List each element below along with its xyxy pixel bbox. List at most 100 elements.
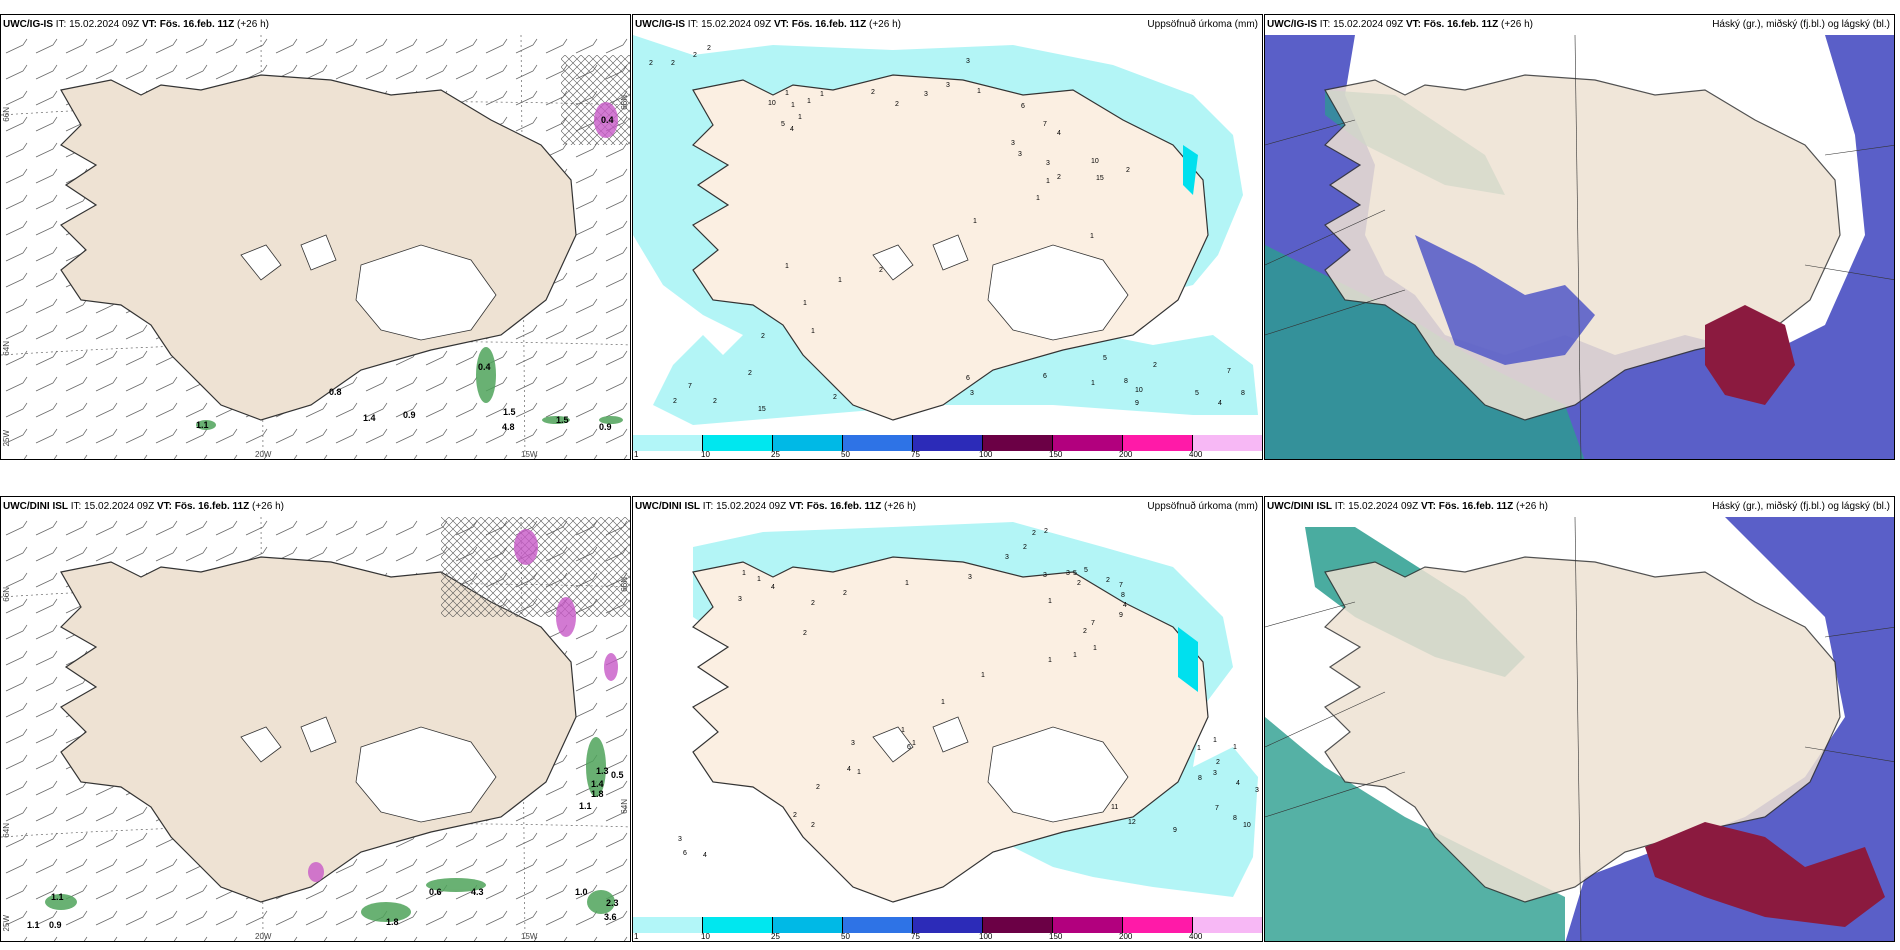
svg-text:1: 1 — [1233, 744, 1237, 751]
svg-text:2: 2 — [649, 60, 653, 67]
svg-text:15: 15 — [1096, 175, 1104, 182]
svg-text:4: 4 — [847, 766, 851, 773]
svg-text:1: 1 — [1048, 598, 1052, 605]
svg-text:2: 2 — [833, 394, 837, 401]
svg-text:4: 4 — [703, 852, 707, 859]
svg-text:1: 1 — [742, 570, 746, 577]
map-panel-clouds-dini: UWC/DINI ISL IT: 15.02.2024 09Z VT: Fös.… — [1264, 496, 1895, 942]
precip-value: 1.0 — [575, 887, 588, 897]
svg-text:8: 8 — [1233, 815, 1237, 822]
precip-map: 2 2 3 2 3 3 2 2 5 5 7 8 4 9 3 1 2 3 1 1 … — [678, 522, 1259, 903]
colorbar-tick: 1 — [634, 932, 639, 941]
colorbar-swatch — [1193, 435, 1262, 451]
colorbar-swatch — [843, 917, 913, 933]
svg-text:6: 6 — [1043, 373, 1047, 380]
colorbar-swatch — [983, 435, 1053, 451]
panel-header: UWC/IG-IS IT: 15.02.2024 09Z VT: Fös. 16… — [1, 15, 630, 35]
colorbar-tick: 400 — [1189, 932, 1203, 941]
colorbar-swatch — [983, 917, 1053, 933]
svg-text:7: 7 — [1043, 121, 1047, 128]
colorbar-tick: 75 — [911, 932, 920, 941]
svg-text:1: 1 — [1090, 233, 1094, 240]
svg-text:1: 1 — [811, 328, 815, 335]
colorbar-swatch — [1123, 917, 1193, 933]
svg-text:1: 1 — [803, 300, 807, 307]
svg-text:1: 1 — [785, 90, 789, 97]
iceland-landmass — [1324, 556, 1841, 903]
graticule — [1265, 517, 1894, 941]
precip-amount-labels: 2 2 3 2 3 3 2 2 5 5 7 8 4 9 3 1 2 3 1 1 … — [678, 528, 1259, 859]
precip-value: 4.3 — [471, 887, 484, 897]
svg-text:2: 2 — [816, 784, 820, 791]
svg-text:1: 1 — [757, 576, 761, 583]
colorbar-swatch — [1053, 917, 1123, 933]
precip-patch — [594, 102, 618, 138]
svg-text:2: 2 — [707, 45, 711, 52]
colorbar-tick: 25 — [771, 450, 780, 459]
svg-text:2: 2 — [1044, 528, 1048, 535]
precip-value: 0.6 — [429, 887, 442, 897]
svg-text:1: 1 — [1091, 380, 1095, 387]
svg-text:4: 4 — [790, 126, 794, 133]
svg-text:3: 3 — [1213, 770, 1217, 777]
svg-text:2: 2 — [1106, 577, 1110, 584]
precip-value: 0.8 — [329, 387, 342, 397]
precip-value: 1.1 — [579, 801, 592, 811]
map-panel-precip-ig-is: UWC/IG-IS IT: 15.02.2024 09Z VT: Fös. 16… — [632, 14, 1263, 460]
panel-header: UWC/DINI ISL IT: 15.02.2024 09Z VT: Fös.… — [633, 497, 1262, 517]
svg-text:2: 2 — [713, 398, 717, 405]
svg-text:3: 3 — [1018, 151, 1022, 158]
svg-text:7: 7 — [688, 383, 692, 390]
colorbar-swatch — [913, 435, 983, 451]
colorbar-tick: 1 — [634, 450, 639, 459]
precip-colorbar: 1 10 25 50 75 100 150 200 400 — [633, 435, 1262, 459]
svg-text:2: 2 — [803, 630, 807, 637]
wind-map: 0.4 1.5 4.8 1.5 0.9 0.9 1.1 1.4 0.4 0.8 — [1, 35, 630, 459]
colorbar-swatch — [773, 435, 843, 451]
colorbar-swatch — [703, 435, 773, 451]
svg-text:2: 2 — [811, 822, 815, 829]
colorbar-tick: 100 — [979, 932, 993, 941]
precip-green-areas — [196, 347, 623, 430]
svg-text:7: 7 — [1119, 582, 1123, 589]
svg-text:3: 3 — [966, 58, 970, 65]
map-panel-precip-dini: UWC/DINI ISL IT: 15.02.2024 09Z VT: Fös.… — [632, 496, 1263, 942]
colorbar-tick: 200 — [1119, 450, 1133, 459]
colorbar-swatch — [633, 435, 703, 451]
lat-label: 64N — [620, 799, 629, 814]
lat-label: 64N — [2, 823, 11, 838]
mid-cloud-area — [1565, 517, 1894, 941]
svg-text:1: 1 — [1048, 657, 1052, 664]
precip-magenta-areas — [308, 529, 618, 882]
svg-text:3: 3 — [1043, 572, 1047, 579]
svg-text:2: 2 — [895, 101, 899, 108]
svg-text:6: 6 — [1021, 103, 1025, 110]
svg-text:8: 8 — [1121, 592, 1125, 599]
svg-text:12: 12 — [1128, 819, 1136, 826]
colorbar-tick: 10 — [701, 450, 710, 459]
high-cloud-area — [1645, 822, 1885, 927]
svg-text:3: 3 — [678, 836, 682, 843]
svg-text:2: 2 — [1126, 167, 1130, 174]
mid-cloud-area — [1415, 235, 1595, 365]
svg-text:3: 3 — [1005, 554, 1009, 561]
panel-header: UWC/IG-IS IT: 15.02.2024 09Z VT: Fös. 16… — [1265, 15, 1894, 35]
precip-value-labels: 0.4 1.5 4.8 1.5 0.9 0.9 1.1 1.4 0.4 0.8 — [196, 115, 614, 432]
colorbar-tick: 50 — [841, 932, 850, 941]
wind-map: 1.3 0.5 1.4 1.8 1.1 1.1 1.1 0.9 0.6 4.3 … — [1, 517, 630, 941]
cloud-map — [1265, 517, 1894, 941]
svg-text:1: 1 — [941, 699, 945, 706]
precip-value: 1.4 — [591, 779, 604, 789]
svg-text:11: 11 — [1111, 804, 1118, 811]
svg-text:5: 5 — [1195, 390, 1199, 397]
svg-text:1: 1 — [791, 102, 795, 109]
precip-value: 1.3 — [596, 766, 609, 776]
svg-text:1: 1 — [905, 580, 909, 587]
glacier-langjokull — [240, 244, 282, 281]
colorbar-tick: 150 — [1049, 450, 1063, 459]
svg-text:1: 1 — [1197, 745, 1201, 752]
svg-text:9: 9 — [1135, 400, 1139, 407]
colorbar-swatch — [1193, 917, 1262, 933]
svg-text:10: 10 — [1091, 158, 1099, 165]
colorbar-swatch — [843, 435, 913, 451]
